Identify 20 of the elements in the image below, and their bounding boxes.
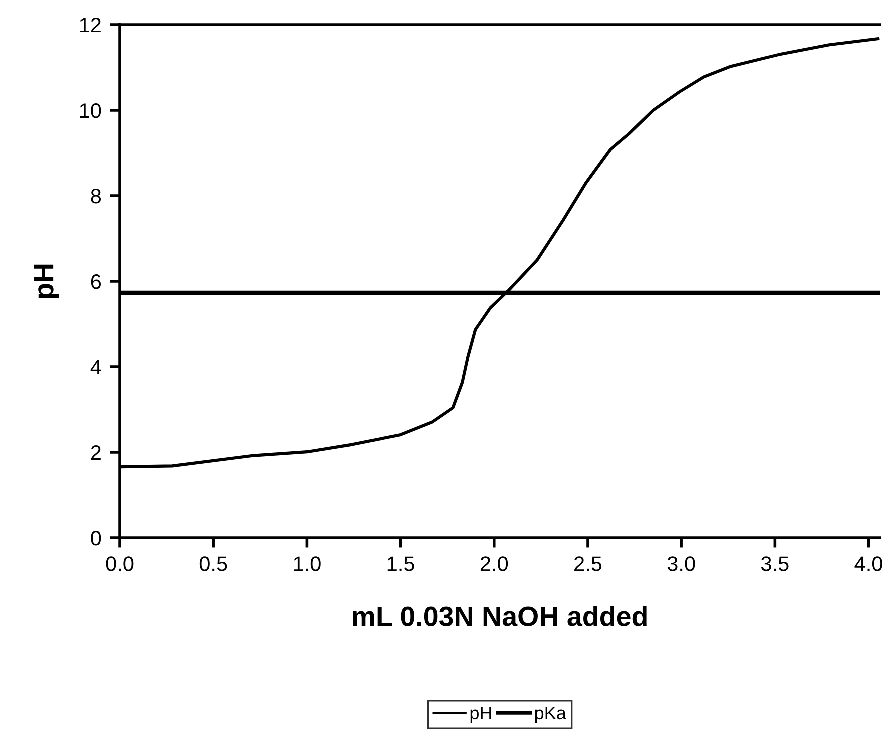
y-tick-label: 2 <box>91 446 101 460</box>
x-tick-label: 3.5 <box>761 556 789 572</box>
x-tick-label: 2.5 <box>574 556 602 572</box>
y-tick-label: 12 <box>80 18 101 33</box>
x-tick-label: 0.5 <box>200 556 228 572</box>
x-axis-title: mL 0.03N NaOH added <box>353 606 647 626</box>
x-tick-label: 1.0 <box>294 556 321 572</box>
legend-label: pH <box>470 707 492 724</box>
x-tick-label: 4.0 <box>854 556 882 572</box>
y-tick-label: 4 <box>90 360 102 375</box>
x-tick-label: 3.0 <box>668 556 696 572</box>
y-tick-label: 10 <box>80 104 102 118</box>
y-tick-label: 8 <box>91 189 102 204</box>
y-tick-label: 0 <box>91 531 102 546</box>
x-tick-label: 0.0 <box>106 556 134 572</box>
legend-label: pKa <box>535 707 566 724</box>
x-tick-label: 1.5 <box>388 556 414 572</box>
y-axis-title: pH <box>34 264 60 298</box>
y-tick-label: 6 <box>91 274 102 290</box>
x-tick-label: 2.0 <box>480 556 508 572</box>
